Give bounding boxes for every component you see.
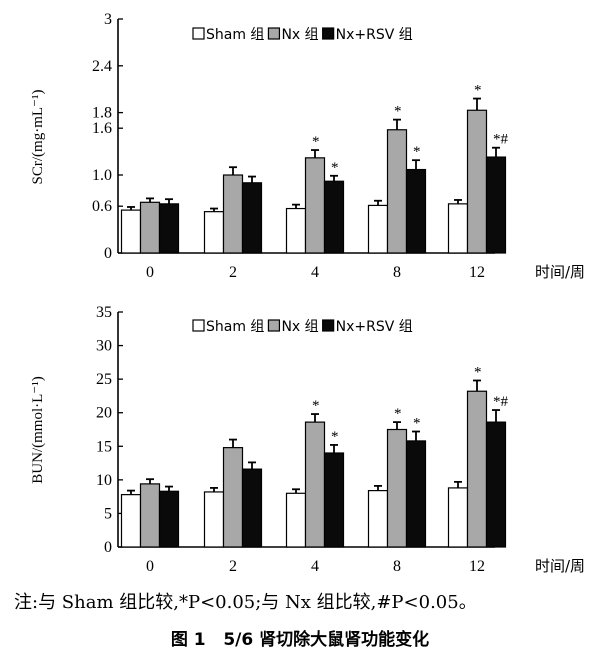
y-tick-label: 1.0 bbox=[92, 167, 112, 184]
bar bbox=[203, 211, 225, 254]
significance-mark: * bbox=[331, 429, 339, 445]
legend-label: Nx+RSV 组 bbox=[336, 27, 413, 43]
x-axis-label: 时间/周 bbox=[535, 263, 585, 281]
x-tick-label: 4 bbox=[311, 264, 319, 281]
legend-swatch bbox=[322, 319, 335, 332]
bar bbox=[241, 182, 263, 254]
legend-swatch bbox=[322, 27, 335, 40]
bar bbox=[139, 483, 161, 548]
bar bbox=[120, 494, 142, 548]
legend-swatch bbox=[192, 27, 205, 40]
bar bbox=[485, 421, 507, 548]
y-tick-label: 1.6 bbox=[92, 120, 112, 137]
x-tick-label: 12 bbox=[469, 264, 485, 281]
legend-label: Sham 组 bbox=[206, 319, 264, 335]
significance-mark: * bbox=[312, 398, 320, 414]
bar bbox=[323, 180, 345, 254]
bar bbox=[304, 421, 326, 548]
x-tick-label: 0 bbox=[146, 558, 154, 575]
bar bbox=[304, 157, 326, 254]
x-tick-label: 8 bbox=[393, 264, 401, 281]
bar bbox=[323, 452, 345, 548]
bar bbox=[405, 440, 427, 548]
legend-label: Nx 组 bbox=[281, 27, 318, 43]
y-axis-label: BUN/(mmol·L⁻¹) bbox=[30, 376, 46, 483]
bar bbox=[447, 487, 469, 548]
y-tick-label: 15 bbox=[96, 438, 112, 455]
bar bbox=[466, 390, 488, 548]
significance-mark: * bbox=[394, 104, 402, 120]
bar bbox=[139, 201, 161, 254]
bar bbox=[158, 203, 180, 254]
footnote: 注:与 Sham 组比较,*P<0.05;与 Nx 组比较,#P<0.05。 bbox=[14, 592, 477, 613]
bar bbox=[386, 428, 408, 548]
significance-mark: * bbox=[331, 160, 339, 176]
bar bbox=[285, 207, 307, 254]
bar bbox=[466, 109, 488, 254]
y-tick-label: 0 bbox=[104, 539, 112, 556]
x-tick-label: 0 bbox=[146, 264, 154, 281]
y-axis-label: SCr/(mg·mL⁻¹) bbox=[30, 90, 46, 185]
significance-mark: * bbox=[474, 364, 482, 380]
x-axis-label: 时间/周 bbox=[535, 557, 585, 575]
y-tick-label: 0.6 bbox=[92, 198, 112, 215]
legend-swatch bbox=[192, 319, 205, 332]
significance-mark: * bbox=[312, 134, 320, 150]
figure-caption: 图 1 5/6 肾切除大鼠肾功能变化 bbox=[170, 630, 430, 650]
y-tick-label: 1.8 bbox=[92, 105, 112, 122]
bar bbox=[367, 490, 389, 548]
x-tick-label: 4 bbox=[311, 558, 319, 575]
chart-panel-2: 0 5 10 15 20 25 30 35 BUN/(mmol·L⁻¹) 0 2 4 8 12 时间/周 * *… bbox=[30, 304, 585, 575]
legend-swatch bbox=[267, 319, 281, 332]
bar bbox=[447, 203, 469, 254]
legend-swatch bbox=[267, 27, 281, 40]
y-tick-label: 2.4 bbox=[92, 58, 112, 75]
y-tick-label: 25 bbox=[96, 371, 112, 388]
significance-mark: * bbox=[394, 406, 402, 422]
legend-label: Nx+RSV 组 bbox=[336, 319, 413, 335]
y-tick-label: 35 bbox=[96, 304, 112, 321]
x-tick-label: 2 bbox=[229, 264, 237, 281]
significance-mark: *# bbox=[493, 132, 509, 148]
bar bbox=[386, 129, 408, 254]
bar bbox=[158, 490, 180, 548]
legend-label: Sham 组 bbox=[206, 27, 264, 43]
significance-mark: * bbox=[474, 83, 482, 99]
bar bbox=[367, 204, 389, 254]
y-tick-label: 20 bbox=[96, 405, 112, 422]
x-tick-label: 8 bbox=[393, 558, 401, 575]
y-tick-label: 3 bbox=[104, 11, 112, 28]
bar bbox=[485, 156, 507, 254]
bar bbox=[241, 468, 263, 548]
bar bbox=[120, 209, 142, 254]
x-tick-label: 2 bbox=[229, 558, 237, 575]
y-tick-label: 0 bbox=[104, 245, 112, 262]
legend-label: Nx 组 bbox=[281, 319, 318, 335]
y-tick-label: 10 bbox=[96, 472, 112, 489]
bar bbox=[222, 447, 244, 548]
bar bbox=[285, 492, 307, 548]
x-tick-label: 12 bbox=[469, 558, 485, 575]
bar bbox=[222, 174, 244, 254]
significance-mark: * bbox=[413, 144, 421, 160]
significance-mark: * bbox=[413, 416, 421, 432]
bar bbox=[203, 491, 225, 548]
significance-mark: *# bbox=[493, 394, 509, 410]
y-tick-label: 5 bbox=[104, 505, 112, 522]
y-tick-label: 30 bbox=[96, 338, 112, 355]
bar bbox=[405, 168, 427, 254]
chart-panel-1: 0 0.6 1.0 1.61.8 2.4 3 SCr/(mg·mL⁻¹) 0 2 4 8 12 时间/周… bbox=[30, 11, 585, 281]
